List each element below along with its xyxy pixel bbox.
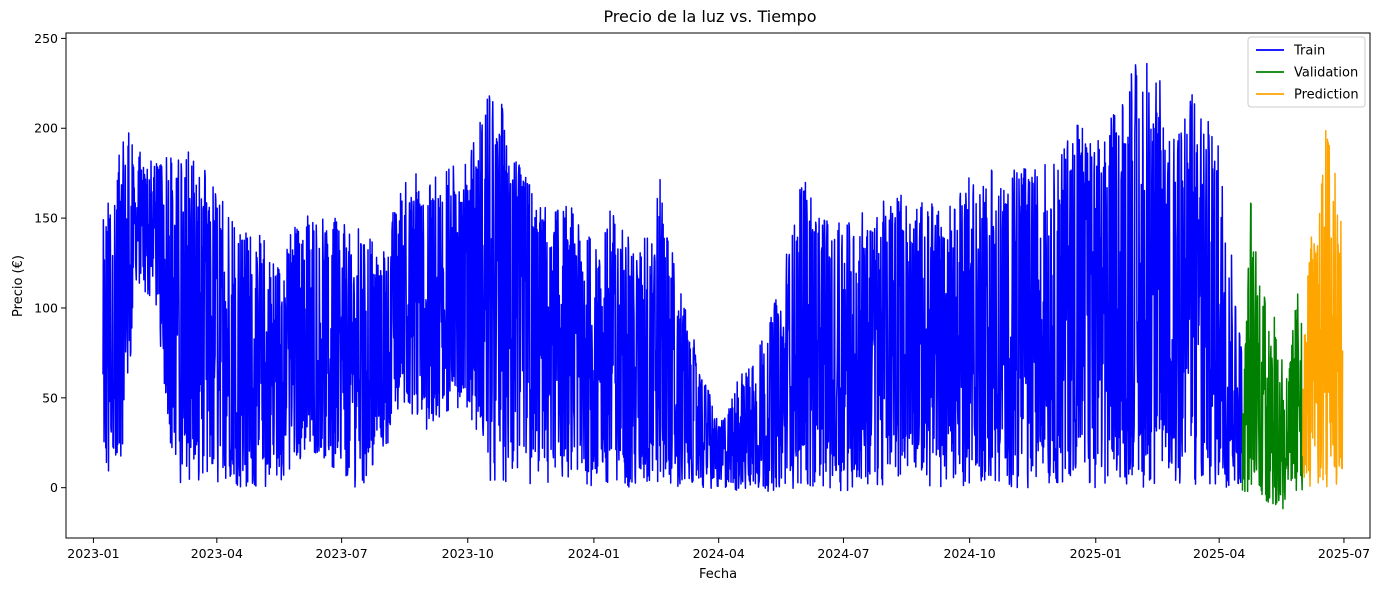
- legend-label-validation: Validation: [1294, 66, 1358, 81]
- y-tick-label-0: 0: [50, 480, 58, 495]
- y-tick-label-5: 250: [34, 31, 58, 46]
- y-axis: 0 50 100 150 200 250: [34, 31, 66, 495]
- series-line-prediction: [1302, 130, 1344, 488]
- series-line-train: [102, 62, 1244, 492]
- x-axis-label: Fecha: [699, 567, 737, 582]
- x-tick-label-4: 2024-01: [568, 546, 620, 561]
- y-tick-label-2: 100: [34, 300, 58, 315]
- y-axis-label: Precio (€): [11, 255, 26, 317]
- y-tick-label-3: 150: [34, 211, 58, 226]
- x-tick-label-3: 2023-10: [442, 546, 494, 561]
- x-tick-label-1: 2023-04: [191, 546, 243, 561]
- x-axis: 2023-01 2023-04 2023-07 2023-10 2024-01 2024-…: [67, 538, 1370, 561]
- x-tick-label-6: 2024-07: [817, 546, 869, 561]
- series-layer: [102, 62, 1344, 510]
- x-tick-label-7: 2024-10: [943, 546, 995, 561]
- x-tick-label-5: 2024-04: [693, 546, 745, 561]
- y-tick-label-1: 50: [42, 390, 58, 405]
- series-line-validation: [1241, 202, 1304, 510]
- chart-title: Precio de la luz vs. Tiempo: [603, 7, 816, 26]
- x-tick-label-0: 2023-01: [67, 546, 119, 561]
- y-tick-label-4: 200: [34, 121, 58, 136]
- legend: Train Validation Prediction: [1247, 36, 1366, 108]
- legend-label-train: Train: [1293, 44, 1325, 59]
- x-tick-label-9: 2025-04: [1193, 546, 1245, 561]
- x-tick-label-2: 2023-07: [315, 546, 367, 561]
- plot-frame: [65, 32, 1371, 539]
- legend-box: [1247, 36, 1366, 108]
- legend-label-prediction: Prediction: [1294, 88, 1359, 103]
- x-tick-label-8: 2025-01: [1070, 546, 1122, 561]
- x-tick-label-10: 2025-07: [1318, 546, 1370, 561]
